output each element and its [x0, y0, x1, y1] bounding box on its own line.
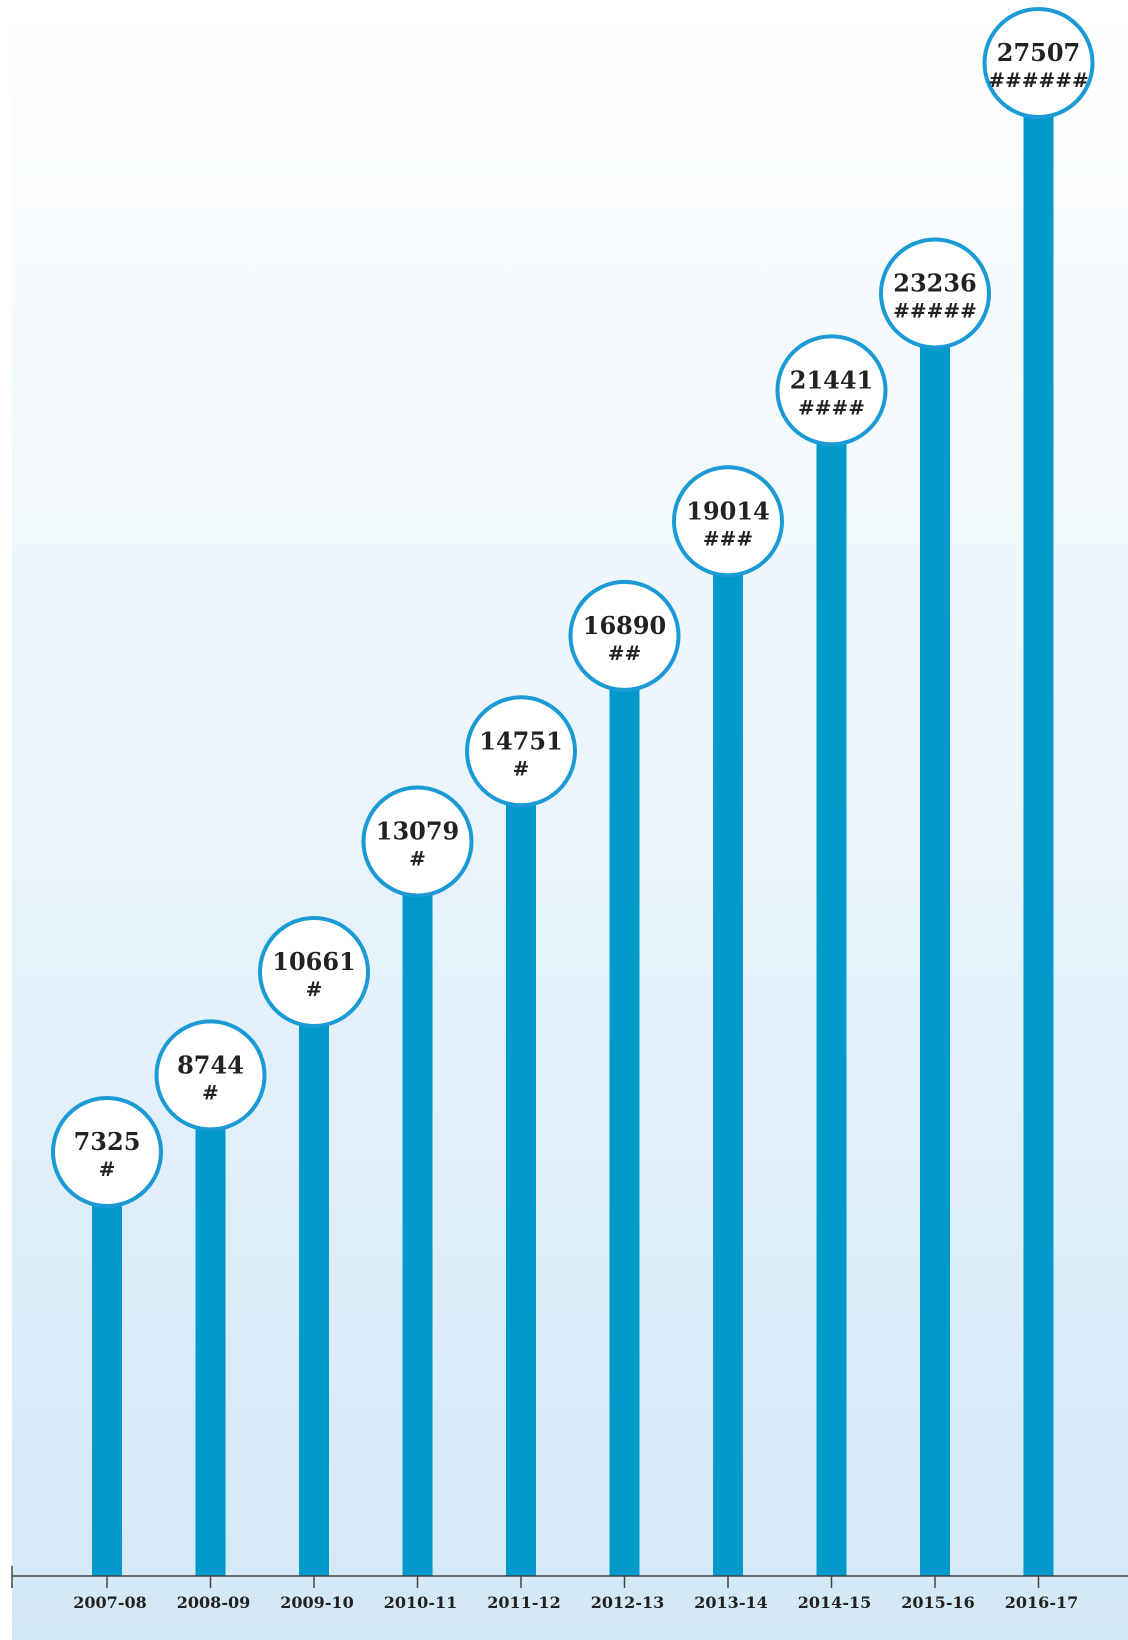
- value-circle-2009-10: [258, 915, 370, 1028]
- marker-label-2010-11: #: [409, 847, 426, 871]
- data-label-2011-12: 14751: [479, 726, 563, 755]
- bar-2012-13: [609, 635, 640, 1576]
- data-label-2014-15: 21441: [790, 365, 874, 394]
- data-label-2016-17: 27507: [997, 38, 1081, 67]
- x-tick-label-2012-13: 2012-13: [591, 1593, 664, 1612]
- bar-2010-11: [402, 841, 433, 1576]
- x-tick-label-2013-14: 2013-14: [694, 1593, 767, 1612]
- data-label-2013-14: 19014: [686, 496, 770, 525]
- x-tick-label-2011-12: 2011-12: [487, 1593, 560, 1612]
- marker-label-2009-10: #: [306, 977, 323, 1001]
- x-axis: 2007-08 2008-09 2009-10 2010-11 2011-12 2012-…: [11, 1566, 1128, 1612]
- marker-label-2015-16: #####: [893, 298, 977, 322]
- bar-2009-10: [299, 971, 329, 1576]
- value-circle-2011-12: [465, 695, 577, 808]
- bar-2008-09: [195, 1075, 226, 1576]
- marker-label-2012-13: ##: [608, 641, 642, 665]
- value-circle-2016-17: [982, 7, 1095, 119]
- data-label-2015-16: 23236: [893, 268, 977, 297]
- value-markers-layer: 7325#8744#10661#13079#14751#16890##19014…: [51, 7, 1095, 1208]
- bar-2007-08: [92, 1152, 122, 1576]
- value-circle-2015-16: [879, 237, 991, 350]
- data-label-2010-11: 13079: [376, 817, 460, 846]
- marker-label-2014-15: ####: [798, 395, 865, 419]
- value-circle-2008-09: [154, 1019, 267, 1132]
- marker-label-2008-09: #: [202, 1080, 219, 1104]
- bar-2016-17: [1023, 63, 1054, 1576]
- value-circle-2012-13: [568, 579, 681, 692]
- value-circle-2013-14: [672, 465, 784, 578]
- data-label-2007-08: 7325: [74, 1127, 141, 1156]
- x-tick-label-2015-16: 2015-16: [901, 1593, 974, 1612]
- value-circle-2014-15: [775, 334, 888, 447]
- marker-label-2007-08: #: [99, 1157, 116, 1181]
- x-tick-label-2016-17: 2016-17: [1005, 1593, 1078, 1612]
- bar-2015-16: [920, 293, 950, 1577]
- data-label-2008-09: 8744: [177, 1050, 244, 1079]
- value-circle-2007-08: [51, 1096, 163, 1208]
- data-label-2009-10: 10661: [272, 947, 356, 976]
- x-tick-label-2014-15: 2014-15: [798, 1593, 871, 1612]
- bar-2014-15: [816, 390, 847, 1576]
- x-tick-label-2007-08: 2007-08: [73, 1593, 146, 1612]
- marker-label-2011-12: #: [513, 756, 530, 780]
- bars-layer: [92, 63, 1054, 1577]
- marker-label-2016-17: ######: [988, 68, 1089, 92]
- x-tick-label-2008-09: 2008-09: [177, 1593, 250, 1612]
- bar-2013-14: [713, 521, 743, 1576]
- data-label-2012-13: 16890: [583, 611, 667, 640]
- x-tick-label-2010-11: 2010-11: [384, 1593, 457, 1612]
- bar-2011-12: [506, 751, 536, 1576]
- value-circle-2010-11: [361, 785, 474, 898]
- x-tick-label-2009-10: 2009-10: [280, 1593, 353, 1612]
- marker-label-2013-14: ###: [703, 526, 753, 550]
